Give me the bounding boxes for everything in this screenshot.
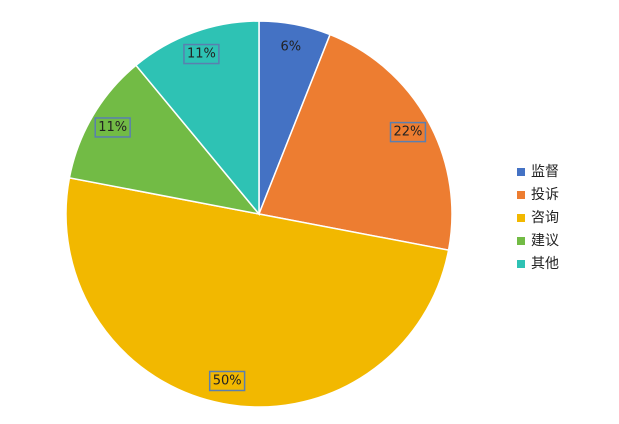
pie-slice [134,20,260,217]
legend-label: 投诉 [531,187,559,203]
data-label: 50% [213,373,242,388]
legend-swatch [517,168,525,176]
legend-swatch [517,214,525,222]
data-label: 11% [98,120,127,135]
pie-slice [257,33,453,252]
data-label-box [94,117,131,138]
data-label: 11% [187,47,216,62]
legend-label: 监督 [531,164,559,180]
data-label-box [208,370,246,392]
data-label: 22% [394,125,423,140]
data-label-box [389,121,427,143]
legend-label: 咨询 [531,210,559,226]
data-label-box [183,43,220,65]
data-label: 6% [281,40,302,55]
legend-swatch [517,237,525,245]
pie-slice [68,64,261,216]
pie-slice [65,176,450,408]
legend-swatch [517,260,525,268]
legend-label: 建议 [531,233,559,249]
legend-swatch [517,191,525,199]
legend-label: 其他 [531,256,559,272]
